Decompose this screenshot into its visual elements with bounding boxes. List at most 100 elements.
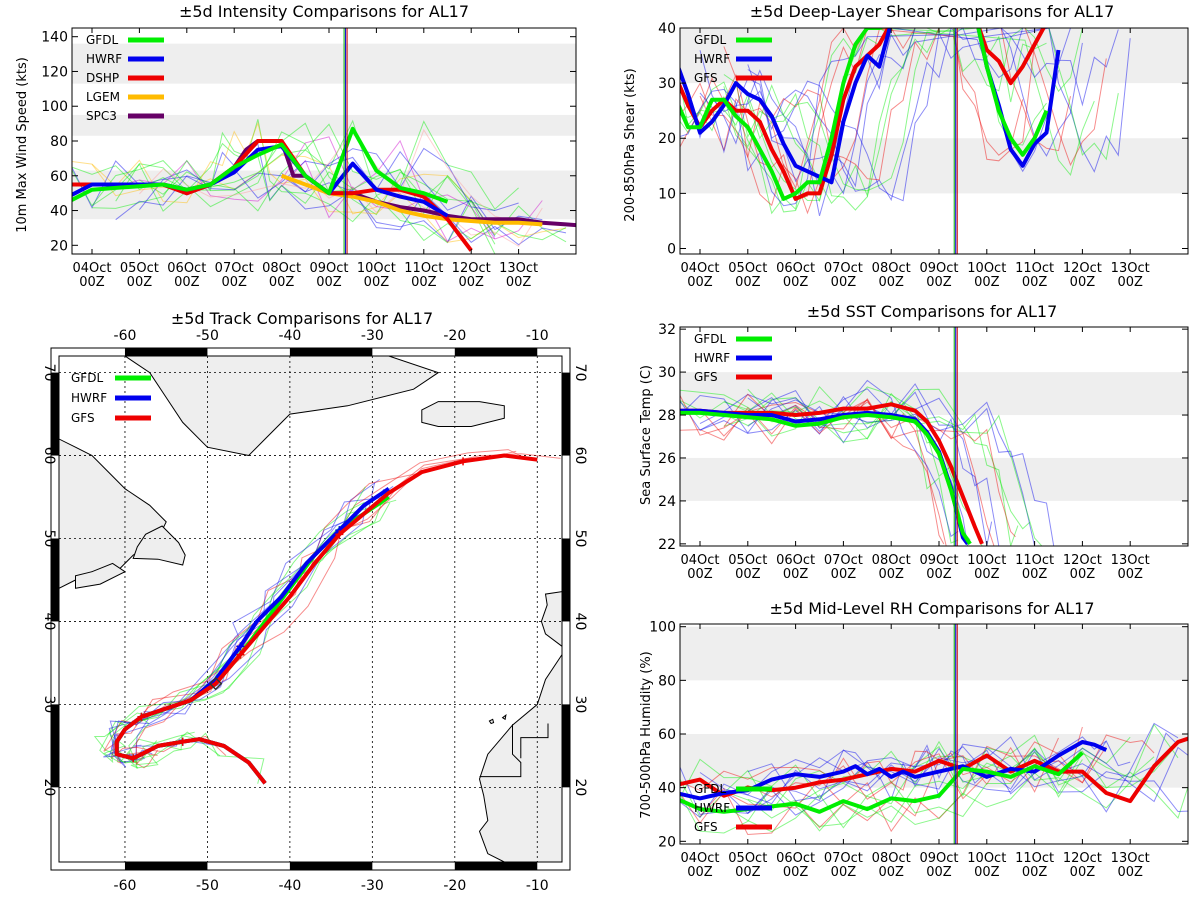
shade-band bbox=[680, 457, 1188, 501]
ensemble-line bbox=[699, 28, 1071, 217]
border-bar bbox=[454, 348, 538, 356]
x-tick-label: 04Oct bbox=[72, 261, 111, 276]
x-tick-label: 07Oct bbox=[824, 553, 863, 568]
x-tick-sublabel: 00Z bbox=[878, 567, 904, 582]
x-tick-label: 12Oct bbox=[452, 261, 491, 276]
ensemble-line bbox=[680, 398, 947, 546]
ensemble-line bbox=[72, 121, 567, 243]
x-tick-sublabel: 00Z bbox=[411, 275, 437, 290]
plot-area bbox=[680, 28, 1131, 217]
sst-panel: ±5d SST Comparisons for AL17 Sea Surface… bbox=[639, 302, 1189, 582]
y-tick-label: 140 bbox=[41, 30, 68, 46]
x-tick-label: 11Oct bbox=[1015, 553, 1054, 568]
ensemble-track bbox=[108, 496, 388, 768]
series-gfdl bbox=[680, 410, 972, 546]
border-bar bbox=[562, 704, 570, 788]
x-tick-sublabel: 00Z bbox=[783, 865, 809, 880]
legend-label: GFS bbox=[694, 820, 718, 834]
x-tick-sublabel: 00Z bbox=[1070, 275, 1096, 290]
intensity-panel: ±5d Intensity Comparisons for AL17 10m M… bbox=[15, 2, 577, 290]
x-tick-sublabel: 00Z bbox=[974, 567, 1000, 582]
x-tick-sublabel: 00Z bbox=[269, 275, 295, 290]
shade-band bbox=[72, 170, 576, 220]
x-tick-sublabel: 00Z bbox=[878, 865, 904, 880]
y-tick-label: 32 bbox=[658, 322, 676, 338]
ensemble-line bbox=[91, 122, 496, 245]
border-bar bbox=[124, 348, 208, 356]
lon-label: -40 bbox=[278, 328, 301, 344]
y-tick-label: 30 bbox=[658, 365, 676, 381]
series-gfdl bbox=[680, 28, 1049, 201]
ensemble-line bbox=[115, 123, 496, 215]
x-tick-sublabel: 00Z bbox=[1117, 567, 1143, 582]
x-tick-label: 10Oct bbox=[967, 851, 1006, 866]
plot-area bbox=[680, 379, 1055, 546]
ensemble-line bbox=[747, 732, 1179, 816]
land-newfoundland bbox=[132, 525, 186, 566]
shade-band bbox=[680, 28, 1188, 84]
rh-ylabel: 700-500hPa Humidity (%) bbox=[639, 651, 654, 818]
x-tick-label: 13Oct bbox=[1111, 553, 1150, 568]
x-tick-label: 04Oct bbox=[680, 261, 719, 276]
x-tick-label: 05Oct bbox=[728, 261, 767, 276]
x-tick-label: 07Oct bbox=[824, 261, 863, 276]
shear-title: ±5d Deep-Layer Shear Comparisons for AL1… bbox=[750, 2, 1115, 21]
x-tick-label: 12Oct bbox=[1063, 553, 1102, 568]
plot-area bbox=[72, 119, 576, 254]
lat-label: 30 bbox=[41, 695, 57, 713]
legend-label: HWRF bbox=[71, 391, 107, 405]
legend-label: HWRF bbox=[694, 351, 730, 365]
border-line bbox=[520, 723, 549, 759]
legend-label: GFDL bbox=[694, 332, 726, 346]
y-tick-label: 60 bbox=[50, 169, 68, 185]
lat-label: 70 bbox=[572, 364, 588, 382]
x-tick-sublabel: 00Z bbox=[974, 275, 1000, 290]
rh-title: ±5d Mid-Level RH Comparisons for AL17 bbox=[769, 599, 1094, 618]
x-tick-label: 06Oct bbox=[167, 261, 206, 276]
legend-label: GFDL bbox=[71, 371, 103, 385]
track-title: ±5d Track Comparisons for AL17 bbox=[171, 309, 433, 328]
lat-label: 20 bbox=[572, 778, 588, 796]
lat-label: 40 bbox=[41, 613, 57, 631]
legend-label: GFS bbox=[694, 71, 718, 85]
land-canary-1 bbox=[488, 718, 495, 725]
border-bar bbox=[51, 704, 59, 788]
ensemble-line bbox=[747, 28, 1119, 202]
ensemble-line bbox=[72, 119, 567, 244]
ensemble-line bbox=[747, 28, 1119, 192]
ensemble-line bbox=[680, 28, 1024, 207]
x-tick-sublabel: 00Z bbox=[1022, 865, 1048, 880]
x-tick-sublabel: 00Z bbox=[926, 567, 952, 582]
x-tick-label: 13Oct bbox=[1111, 261, 1150, 276]
ensemble-line bbox=[680, 394, 945, 545]
plot-frame bbox=[679, 326, 1189, 547]
legend-label: GFS bbox=[694, 370, 718, 384]
lon-label: -20 bbox=[443, 328, 466, 344]
land-nova-scotia bbox=[75, 562, 126, 589]
series-hwrf bbox=[680, 740, 1108, 801]
lon-label: -60 bbox=[114, 328, 137, 344]
x-tick-sublabel: 00Z bbox=[735, 865, 761, 880]
lat-label: 60 bbox=[41, 447, 57, 465]
sst-ylabel: Sea Surface Temp (C) bbox=[639, 365, 654, 505]
x-tick-sublabel: 00Z bbox=[783, 275, 809, 290]
x-tick-sublabel: 00Z bbox=[1022, 567, 1048, 582]
x-tick-sublabel: 00Z bbox=[174, 275, 200, 290]
shade-band bbox=[680, 138, 1188, 194]
x-tick-sublabel: 00Z bbox=[1022, 275, 1048, 290]
ensemble-line bbox=[680, 386, 983, 546]
ensemble-line bbox=[115, 150, 496, 237]
x-tick-sublabel: 00Z bbox=[458, 275, 484, 290]
x-tick-sublabel: 00Z bbox=[831, 865, 857, 880]
x-tick-sublabel: 00Z bbox=[926, 865, 952, 880]
x-tick-label: 09Oct bbox=[919, 851, 958, 866]
ensemble-line bbox=[680, 28, 1024, 215]
x-tick-label: 11Oct bbox=[404, 261, 443, 276]
x-tick-label: 09Oct bbox=[919, 261, 958, 276]
ensemble-line bbox=[680, 723, 1179, 819]
x-tick-sublabel: 00Z bbox=[687, 865, 713, 880]
ensemble-line bbox=[699, 745, 1107, 836]
legend-label: GFDL bbox=[694, 33, 726, 47]
y-tick-label: 20 bbox=[658, 131, 676, 147]
